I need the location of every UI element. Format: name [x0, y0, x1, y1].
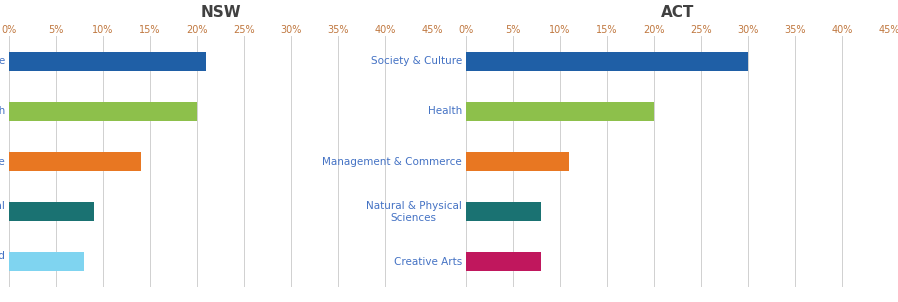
Title: ACT: ACT: [661, 5, 694, 20]
Bar: [466, 252, 541, 271]
Title: NSW: NSW: [200, 5, 241, 20]
Bar: [9, 152, 141, 171]
Bar: [466, 202, 541, 221]
Bar: [9, 252, 84, 271]
Bar: [466, 152, 569, 171]
Bar: [9, 102, 197, 121]
Bar: [9, 202, 93, 221]
Bar: [466, 102, 654, 121]
Bar: [9, 52, 207, 71]
Bar: [466, 52, 748, 71]
